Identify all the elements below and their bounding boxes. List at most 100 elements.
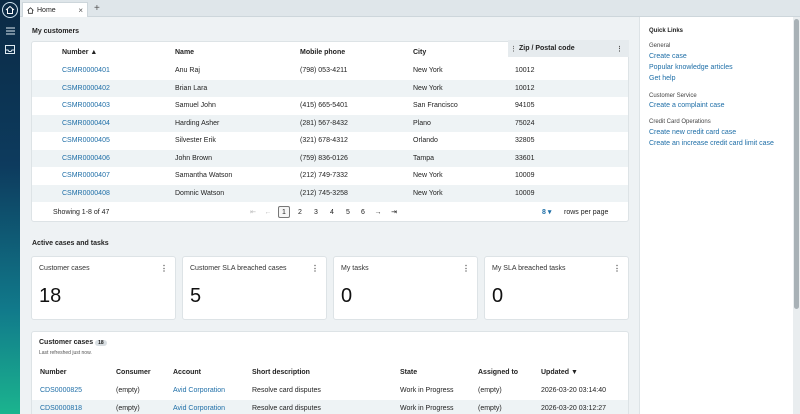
tile-value: 0 xyxy=(341,285,353,307)
more-options-icon[interactable]: ⋮ xyxy=(311,264,319,273)
case-state: Work in Progress xyxy=(400,405,454,413)
customer-zip: 10012 xyxy=(515,84,535,92)
case-number-link[interactable]: CDS0000818 xyxy=(40,405,83,413)
page-3[interactable]: 3 xyxy=(314,208,318,216)
scroll-thumb[interactable] xyxy=(794,19,799,309)
menu-icon[interactable] xyxy=(0,22,20,40)
customer-zip: 10009 xyxy=(515,189,535,197)
inbox-icon[interactable] xyxy=(0,40,20,58)
ql-increase-limit[interactable]: Create an increase credit card limit cas… xyxy=(649,140,774,147)
customer-number-link[interactable]: CSMR0000405 xyxy=(62,137,110,145)
more-options-icon[interactable]: ⋮ xyxy=(462,264,470,273)
col-city[interactable]: City xyxy=(413,49,427,57)
sort-asc-icon: ▲ xyxy=(90,49,98,57)
cases-col-consumer[interactable]: Consumer xyxy=(116,369,151,377)
customer-number-link[interactable]: CSMR0000404 xyxy=(62,119,110,127)
customer-city: Orlando xyxy=(413,137,438,145)
customer-city: Plano xyxy=(413,119,431,127)
close-icon[interactable]: × xyxy=(78,5,83,15)
ql-new-credit-card[interactable]: Create new credit card case xyxy=(649,129,737,136)
cases-table-header: Number Consumer Account Short descriptio… xyxy=(32,364,628,382)
home-logo-icon[interactable] xyxy=(2,2,18,18)
case-updated: 2026-03-20 03:14:40 xyxy=(541,387,606,395)
customer-number-link[interactable]: CSMR0000407 xyxy=(62,172,110,180)
case-number-link[interactable]: CDS0000825 xyxy=(40,387,83,395)
ql-create-case[interactable]: Create case xyxy=(649,53,687,60)
customers-table-card: Number ▲ Name Mobile phone City ⋮ Zip / … xyxy=(31,40,629,222)
customer-number-link[interactable]: CSMR0000403 xyxy=(62,102,110,110)
case-assigned: (empty) xyxy=(478,387,502,395)
tile-value: 0 xyxy=(492,285,504,307)
ql-create-complaint[interactable]: Create a complaint case xyxy=(649,102,725,109)
vertical-scrollbar[interactable] xyxy=(793,17,800,414)
more-options-icon[interactable]: ⋮ xyxy=(613,264,621,273)
case-state: Work in Progress xyxy=(400,387,454,395)
cases-col-description[interactable]: Short description xyxy=(252,369,310,377)
quick-links-panel xyxy=(639,17,793,414)
prev-page-icon[interactable]: ← xyxy=(264,208,272,216)
rows-per-page-select[interactable]: 8 ▾ xyxy=(542,209,552,216)
cases-col-account[interactable]: Account xyxy=(173,369,201,377)
summary-tile[interactable]: My tasks 0 ⋮ xyxy=(333,256,478,320)
last-page-icon[interactable]: ⇥ xyxy=(391,209,397,216)
tile-value: 18 xyxy=(39,285,62,307)
customer-city: Tampa xyxy=(413,154,435,162)
page-4[interactable]: 4 xyxy=(330,208,334,216)
page-5[interactable]: 5 xyxy=(346,208,350,216)
customer-name: Anu Raj xyxy=(175,67,200,75)
summary-tile[interactable]: My SLA breached tasks 0 ⋮ xyxy=(484,256,629,320)
case-account-link[interactable]: Avid Corporation xyxy=(173,387,226,395)
customer-number-link[interactable]: CSMR0000401 xyxy=(62,67,110,75)
page-6[interactable]: 6 xyxy=(361,208,365,216)
add-tab-icon[interactable]: + xyxy=(94,3,100,14)
customer-zip: 10012 xyxy=(515,67,535,75)
customer-phone: (415) 665-5401 xyxy=(300,102,348,110)
col-mobile[interactable]: Mobile phone xyxy=(300,49,346,57)
rows-per-page-label: rows per page xyxy=(564,208,609,216)
case-updated: 2026-03-20 03:12:27 xyxy=(541,405,606,413)
case-description: Resolve card disputes xyxy=(252,405,321,413)
customer-number-link[interactable]: CSMR0000406 xyxy=(62,154,110,162)
case-assigned: (empty) xyxy=(478,405,502,413)
active-cases-title: Active cases and tasks xyxy=(32,240,109,247)
summary-tile[interactable]: Customer cases 18 ⋮ xyxy=(31,256,176,320)
cases-count-badge: 18 xyxy=(95,340,107,346)
customer-phone: (798) 053-4211 xyxy=(300,67,348,75)
ql-get-help[interactable]: Get help xyxy=(649,75,676,82)
case-description: Resolve card disputes xyxy=(252,387,321,395)
tab-bar: Home × + xyxy=(20,0,800,17)
summary-tile[interactable]: Customer SLA breached cases 5 ⋮ xyxy=(182,256,327,320)
column-menu-icon[interactable]: ⋮ xyxy=(616,45,623,53)
customer-cases-title: Customer cases 18 xyxy=(39,339,107,346)
page-1[interactable]: 1 xyxy=(278,206,290,218)
customer-phone: (212) 745-3258 xyxy=(300,189,348,197)
ql-popular-articles[interactable]: Popular knowledge articles xyxy=(649,64,733,71)
customer-city: New York xyxy=(413,67,443,75)
col-name[interactable]: Name xyxy=(175,49,195,57)
customer-city: New York xyxy=(413,189,443,197)
next-page-icon[interactable]: → xyxy=(374,208,382,216)
cases-col-assigned[interactable]: Assigned to xyxy=(478,369,519,377)
tab-home[interactable]: Home × xyxy=(22,2,88,17)
home-icon xyxy=(27,6,34,14)
cases-col-updated[interactable]: Updated ▼ xyxy=(541,369,578,377)
first-page-icon[interactable]: ⇤ xyxy=(250,209,256,216)
customer-name: John Brown xyxy=(175,154,212,162)
table-row: CSMR0000402 Brian Lara New York 10012 xyxy=(32,79,628,97)
col-number[interactable]: Number ▲ xyxy=(62,49,98,57)
customer-number-link[interactable]: CSMR0000408 xyxy=(62,189,110,197)
table-row: CDS0000825 (empty) Avid Corporation Resolve… xyxy=(32,382,628,400)
more-options-icon[interactable]: ⋮ xyxy=(160,264,168,273)
cases-col-number[interactable]: Number xyxy=(40,369,67,377)
app-rail xyxy=(0,0,20,414)
case-consumer: (empty) xyxy=(116,387,140,395)
cases-col-state[interactable]: State xyxy=(400,369,418,377)
col-zip[interactable]: ⋮ Zip / Postal code ⋮ xyxy=(508,40,629,57)
page-2[interactable]: 2 xyxy=(298,208,302,216)
customer-name: Samuel John xyxy=(175,102,216,110)
case-account-link[interactable]: Avid Corporation xyxy=(173,405,226,413)
customer-zip: 10009 xyxy=(515,172,535,180)
customer-city: New York xyxy=(413,172,443,180)
table-row: CSMR0000404 Harding Asher (281) 567-8432 Pl… xyxy=(32,114,628,132)
customer-number-link[interactable]: CSMR0000402 xyxy=(62,84,110,92)
